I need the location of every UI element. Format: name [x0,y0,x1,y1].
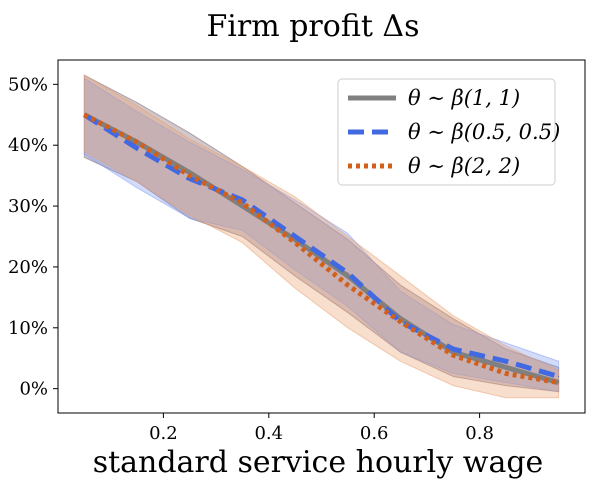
data-point-s3-5 [294,242,296,244]
data-point-s2-8 [452,348,454,350]
series-lines [83,112,560,386]
y-tick-label: 50% [8,74,48,95]
data-point-s2-5 [294,236,296,237]
plot-frame [57,59,586,414]
confidence-band-3 [83,74,560,399]
data-point-s3-6 [347,284,349,286]
data-point-s3-4 [241,202,243,204]
y-axis: 0% 10% 20% 30% 40% 50% [8,74,58,400]
x-tick-label: 0.4 [254,423,283,444]
data-point-s3-9 [505,372,507,374]
data-point-s2-10 [558,375,560,377]
data-point-s3-3 [189,175,191,177]
legend-label-1: θ ∼ β(1, 1) [408,86,520,110]
y-tick-label: 20% [8,257,48,278]
series-line-3 [83,112,560,386]
data-point-s2-2 [136,147,138,149]
x-axis-label: standard service hourly wage [93,445,544,480]
x-tick-label: 0.2 [149,423,178,444]
x-tick-label: 0.8 [465,423,494,444]
data-point-s3-2 [136,141,138,143]
legend-box [337,78,556,186]
data-point-s3-8 [452,354,454,356]
data-point-s1-6 [347,275,349,277]
data-point-s3-10 [558,382,560,384]
confidence-bands [83,74,560,399]
legend-label-2: θ ∼ β(0.5, 0.5) [408,120,560,144]
y-tick-label: 10% [8,318,48,339]
series-line-2 [83,112,560,379]
data-point-s1-4 [241,205,243,207]
y-tick-label: 30% [8,196,48,217]
y-tick-label: 40% [8,135,48,156]
y-tick-label: 0% [19,379,48,400]
data-point-s3-1 [83,114,85,116]
data-point-s2-6 [347,272,349,274]
x-axis: 0.2 0.4 0.6 0.8 [149,413,494,444]
legend-label-3: θ ∼ β(2, 2) [408,154,520,178]
chart-title: Firm profit Δs [206,9,419,44]
legend: θ ∼ β(1, 1) θ ∼ β(0.5, 0.5) θ ∼ β(2, 2) [337,78,560,186]
data-point-s1-9 [505,366,507,368]
data-point-s3-7 [400,321,402,323]
x-tick-label: 0.6 [360,423,389,444]
data-point-s2-9 [505,360,507,362]
